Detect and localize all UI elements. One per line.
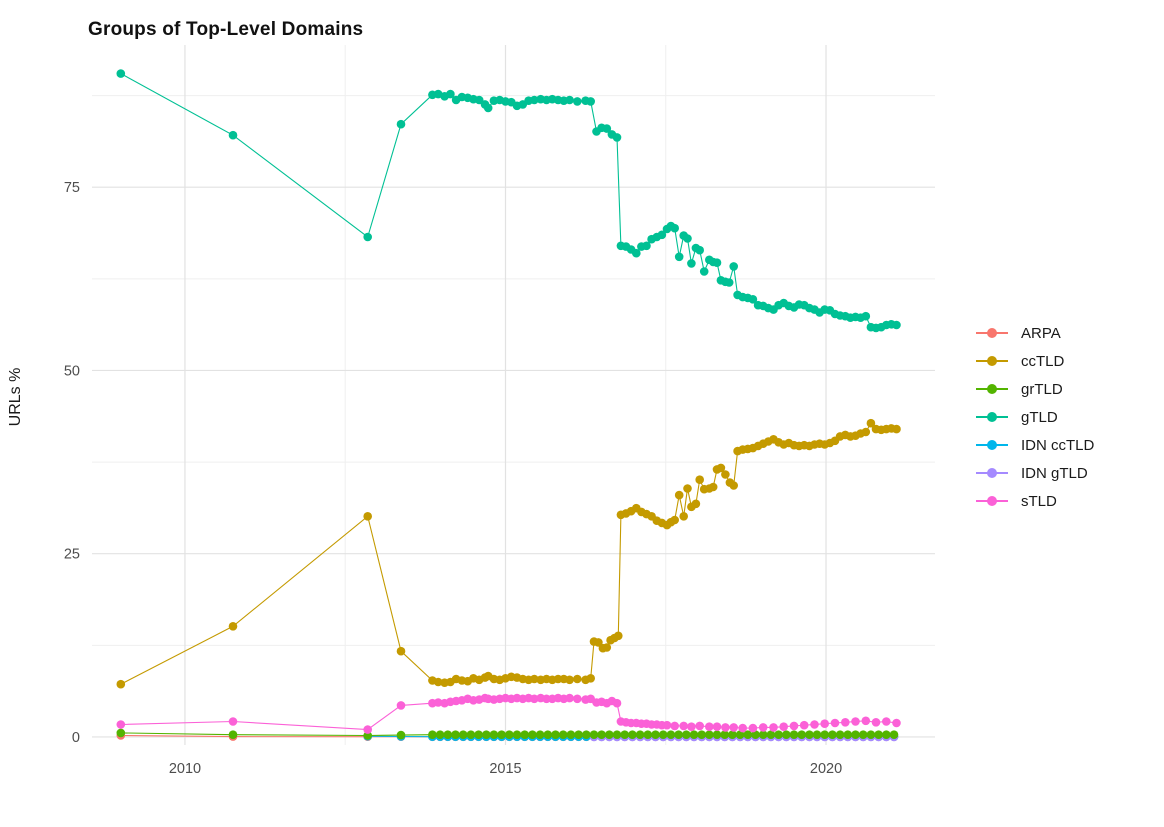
x-tick-label: 2015 [489,761,521,777]
legend-key-icon [976,468,1008,478]
series-gTLD [116,69,901,333]
legend-label: ccTLD [1021,352,1065,370]
y-tick-label: 0 [72,730,80,746]
legend-label: ARPA [1021,324,1061,342]
legend-item-gTLD: gTLD [976,403,1094,431]
legend-key-icon [976,356,1008,366]
x-axis-tick-labels: 2010 2015 2020 [169,761,842,777]
legend-key-icon [976,496,1008,506]
legend: ARPA ccTLD grTLD gTLD IDN ccTLD IDN gTLD sTLD [976,319,1094,515]
legend-label: grTLD [1021,380,1063,398]
legend-item-IDN-ccTLD: IDN ccTLD [976,431,1094,459]
series-ccTLD [116,418,901,689]
y-tick-label: 25 [64,547,80,563]
legend-item-ARPA: ARPA [976,319,1094,347]
legend-label: gTLD [1021,408,1058,426]
x-tick-label: 2010 [169,761,201,777]
y-axis-tick-labels: 0 25 50 75 [64,180,80,746]
x-tick-label: 2020 [810,761,842,777]
legend-key-icon [976,440,1008,450]
grid-minor [92,45,935,745]
y-tick-label: 75 [64,180,80,196]
legend-item-sTLD: sTLD [976,487,1094,515]
legend-key-icon [976,384,1008,394]
series-sTLD [116,693,901,734]
legend-key-icon [976,412,1008,422]
legend-label: sTLD [1021,492,1057,510]
legend-key-icon [976,328,1008,338]
y-tick-label: 50 [64,363,80,379]
legend-label: IDN gTLD [1021,464,1088,482]
legend-label: IDN ccTLD [1021,436,1095,454]
legend-item-grTLD: grTLD [976,375,1094,403]
grid-major [92,45,935,745]
series-grTLD [116,728,899,740]
chart-title: Groups of Top-Level Domains [88,18,364,40]
legend-item-IDN-gTLD: IDN gTLD [976,459,1094,487]
legend-item-ccTLD: ccTLD [976,347,1094,375]
